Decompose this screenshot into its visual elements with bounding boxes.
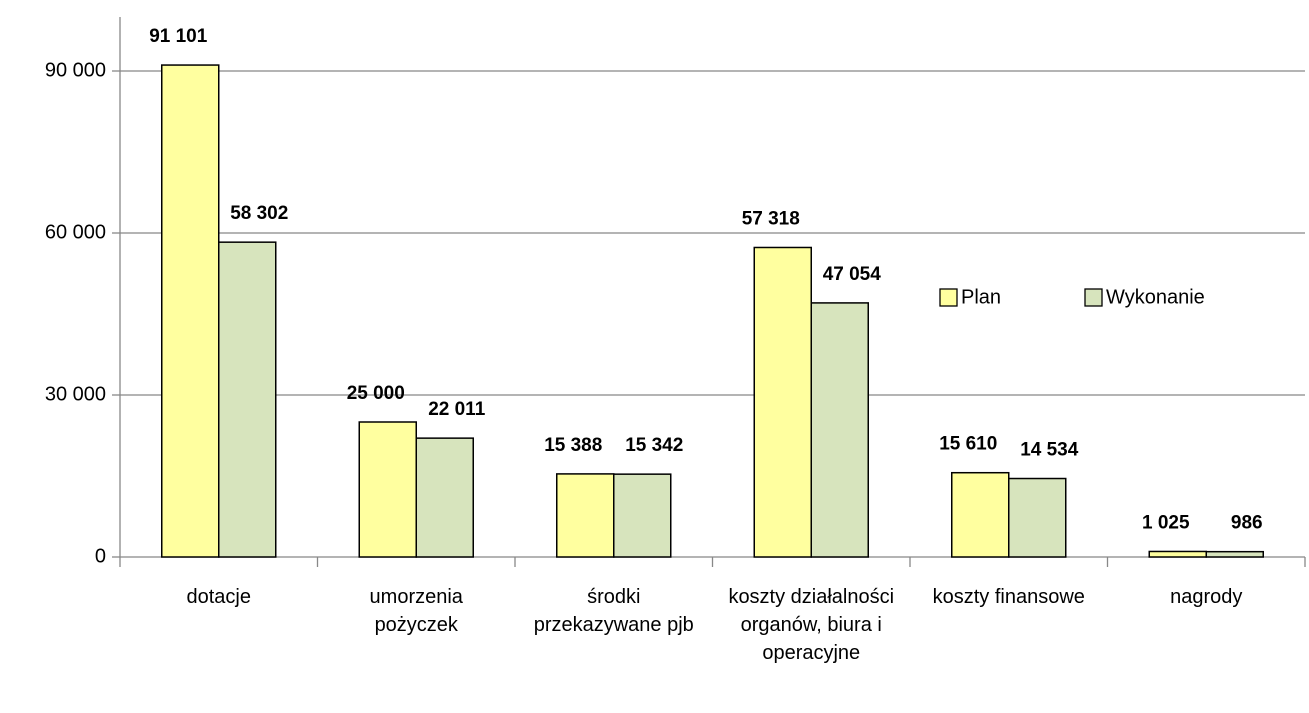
x-tick-label: środki przekazywane pjb — [533, 586, 694, 636]
value-label: 22 011 — [428, 399, 485, 420]
bar — [1148, 550, 1207, 558]
value-label: 15 610 — [939, 434, 997, 455]
value-label: 91 101 — [149, 26, 208, 47]
bar — [218, 241, 277, 558]
bar — [753, 246, 812, 558]
legend-swatch — [939, 288, 958, 307]
value-label: 57 318 — [742, 208, 800, 229]
x-tick-label: dotacje — [186, 586, 252, 608]
value-label: 14 534 — [1020, 440, 1079, 461]
value-label: 58 302 — [230, 203, 288, 224]
value-label: 986 — [1231, 513, 1263, 534]
y-tick-label: 90 000 — [45, 59, 106, 81]
legend-swatch — [1084, 288, 1103, 307]
bar — [951, 471, 1010, 558]
legend-label: Wykonanie — [1106, 286, 1205, 308]
value-label: 15 342 — [625, 435, 683, 456]
y-tick-label: 30 000 — [45, 383, 106, 405]
value-label: 47 054 — [823, 264, 882, 285]
bar — [613, 473, 672, 558]
x-tick-label: koszty działalności organów, biura i ope… — [728, 586, 895, 664]
value-label: 25 000 — [347, 383, 405, 404]
value-label: 15 388 — [544, 435, 602, 456]
bar — [556, 473, 615, 558]
bar — [358, 421, 417, 558]
value-label: 1 025 — [1142, 512, 1190, 533]
bar — [1205, 550, 1264, 558]
y-tick-label: 60 000 — [45, 221, 106, 243]
bar — [161, 64, 220, 558]
x-tick-label: nagrody — [1170, 586, 1243, 608]
legend-label: Plan — [961, 286, 1001, 308]
x-tick-label: koszty finansowe — [932, 586, 1085, 608]
bar — [415, 437, 474, 558]
bar — [810, 302, 869, 558]
x-tick-label: umorzenia pożyczek — [369, 586, 463, 636]
y-tick-label: 0 — [95, 545, 106, 567]
bar — [1008, 477, 1067, 558]
